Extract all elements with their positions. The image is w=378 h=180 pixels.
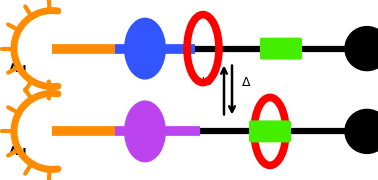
FancyBboxPatch shape: [249, 120, 291, 142]
Ellipse shape: [124, 100, 166, 162]
Text: Au: Au: [9, 145, 27, 158]
Text: hν: hν: [201, 77, 214, 87]
Text: Au: Au: [9, 62, 27, 75]
FancyBboxPatch shape: [260, 38, 302, 60]
Circle shape: [345, 109, 378, 153]
Ellipse shape: [124, 18, 166, 80]
Circle shape: [345, 27, 378, 71]
Text: Δ: Δ: [242, 75, 251, 89]
